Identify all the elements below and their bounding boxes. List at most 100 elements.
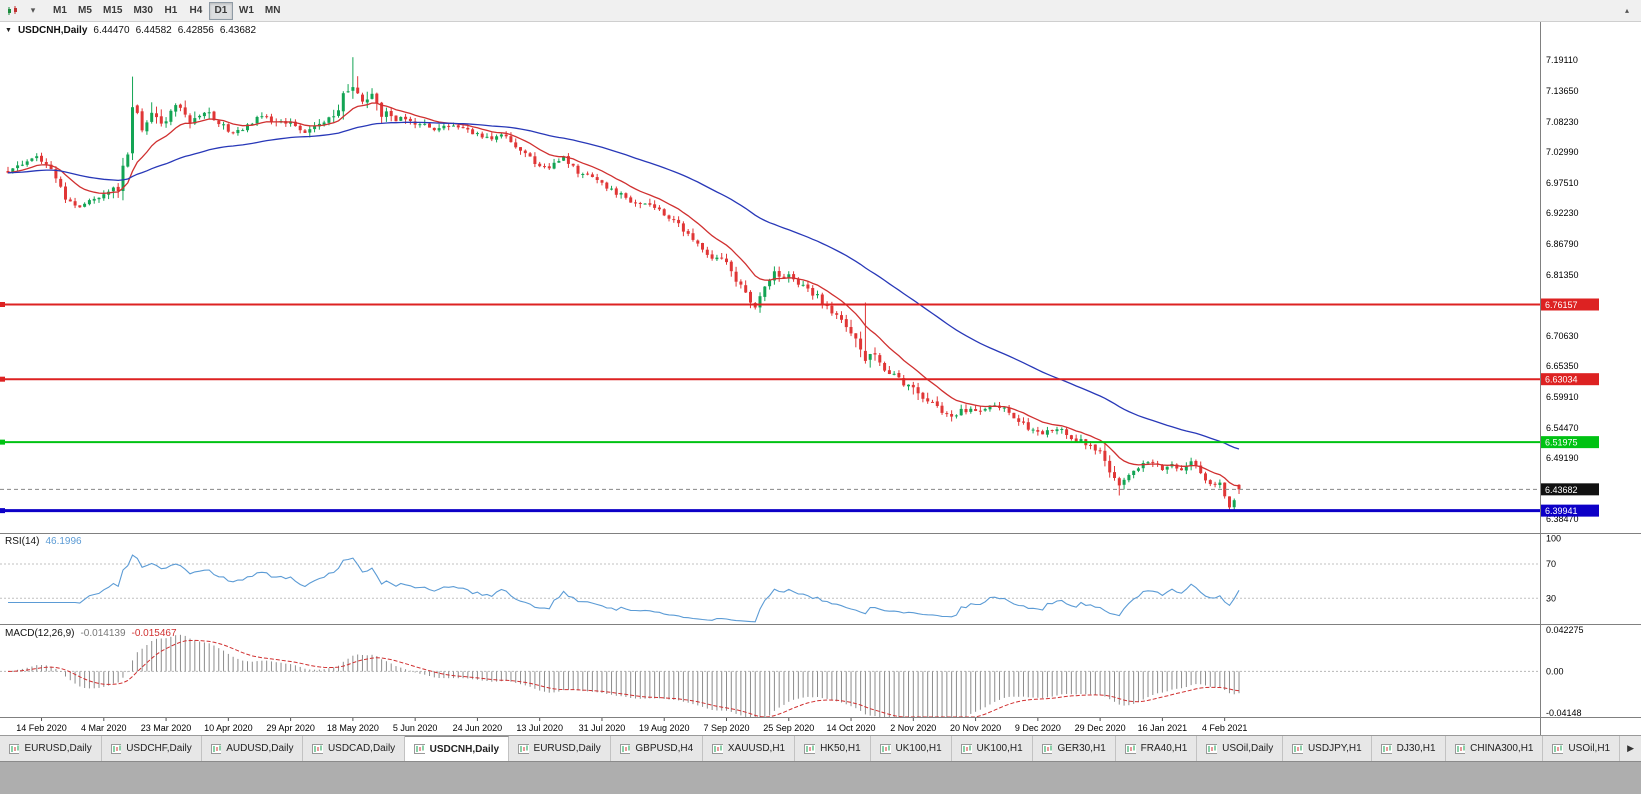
chart-tab-icon — [414, 744, 425, 754]
price-tag-6.39941: 6.39941 — [1541, 504, 1599, 517]
svg-text:100: 100 — [1546, 533, 1561, 543]
svg-text:6.65350: 6.65350 — [1546, 361, 1579, 371]
chart-tab-china300-h1[interactable]: CHINA300,H1 — [1445, 736, 1544, 761]
svg-text:29 Apr 2020: 29 Apr 2020 — [266, 723, 315, 733]
macd-main-value: -0.014139 — [80, 628, 126, 639]
chart-tab-usoil-daily[interactable]: USOil,Daily — [1197, 736, 1284, 761]
timeframe-button-m15[interactable]: M15 — [103, 5, 123, 16]
macd-title: MACD(12,26,9) — [5, 628, 75, 639]
chart-tab-usdjpy-h1[interactable]: USDJPY,H1 — [1283, 736, 1372, 761]
chart-symbol-label: USDCNH,Daily — [17, 25, 88, 36]
chart-tab-usdcad-daily[interactable]: USDCAD,Daily — [303, 736, 406, 761]
svg-text:9 Dec 2020: 9 Dec 2020 — [1015, 723, 1061, 733]
svg-text:16 Jan 2021: 16 Jan 2021 — [1138, 723, 1188, 733]
chart-tab-label: CHINA300,H1 — [1470, 743, 1534, 754]
svg-text:25 Sep 2020: 25 Sep 2020 — [763, 723, 814, 733]
timeframe-button-m30[interactable]: M30 — [133, 5, 153, 16]
chart-tab-usdchf-daily[interactable]: USDCHF,Daily — [101, 736, 202, 761]
timeframe-button-w1[interactable]: W1 — [238, 5, 254, 16]
chart-tab-icon — [110, 743, 122, 754]
rsi-title: RSI(14) — [5, 536, 40, 547]
chart-tab-label: USDCNH,Daily — [429, 743, 500, 755]
tab-scroll-right-icon[interactable]: ▶ — [1627, 743, 1635, 753]
chart-type-dropdown-icon[interactable]: ▾ — [30, 5, 36, 15]
svg-text:7.08230: 7.08230 — [1546, 117, 1579, 127]
chart-tab-label: DJ30,H1 — [1396, 743, 1436, 754]
price-tag-6.51975: 6.51975 — [1541, 436, 1599, 449]
chart-tab-icon — [960, 743, 972, 754]
price-tag-6.63034: 6.63034 — [1541, 373, 1599, 386]
chart-tab-icon — [1380, 743, 1392, 754]
macd-indicator-label: MACD(12,26,9) -0.014139 -0.015467 — [5, 628, 177, 639]
candles — [6, 57, 1241, 511]
svg-text:-0.04148: -0.04148 — [1546, 708, 1582, 718]
chart-tab-icon — [1206, 743, 1218, 754]
chart-tab-icon — [210, 743, 222, 754]
chart-type-icon[interactable] — [4, 3, 22, 19]
symbol-collapse-icon[interactable]: ▼ — [5, 27, 12, 34]
line-anchor-handle[interactable] — [0, 376, 5, 382]
chart-tab-icon — [879, 743, 891, 754]
svg-text:6.86790: 6.86790 — [1546, 239, 1579, 249]
toolbar-collapse-icon[interactable]: ▴ — [1624, 6, 1629, 15]
svg-text:70: 70 — [1546, 559, 1556, 569]
ohlc-open: 6.44470 — [93, 25, 130, 36]
timeframe-button-m1[interactable]: M1 — [53, 5, 67, 16]
line-anchor-handle[interactable] — [0, 508, 5, 514]
svg-text:6.81350: 6.81350 — [1546, 270, 1579, 280]
svg-text:6.59910: 6.59910 — [1546, 392, 1579, 402]
chart-tab-usoil-h1[interactable]: USOil,H1 — [1543, 736, 1621, 761]
ohlc-close: 6.43682 — [219, 25, 257, 36]
chart-tab-dj30-h1[interactable]: DJ30,H1 — [1371, 736, 1446, 761]
svg-text:6.92230: 6.92230 — [1546, 208, 1579, 218]
current-price-tag: 6.43682 — [1541, 483, 1599, 496]
chart-tab-fra40-h1[interactable]: FRA40,H1 — [1115, 736, 1198, 761]
chart-tab-label: GBPUSD,H4 — [635, 743, 694, 754]
chart-tab-gbpusd-h4[interactable]: GBPUSD,H4 — [610, 736, 704, 761]
svg-text:6.54470: 6.54470 — [1546, 423, 1579, 433]
chart-tab-uk100-h1[interactable]: UK100,H1 — [870, 736, 952, 761]
chart-tab-icon — [9, 743, 20, 754]
chart-tab-usdcnh-daily[interactable]: USDCNH,Daily — [405, 736, 510, 761]
timeframe-button-h4[interactable]: H4 — [189, 5, 203, 16]
line-anchor-handle[interactable] — [0, 301, 5, 307]
chart-tab-audusd-daily[interactable]: AUDUSD,Daily — [201, 736, 304, 761]
chart-tab-label: USOil,Daily — [1222, 743, 1274, 754]
chart-tab-icon — [1454, 743, 1466, 754]
timeframe-button-m5[interactable]: M5 — [78, 5, 92, 16]
chart-tab-icon — [619, 743, 631, 754]
chart-tab-eurusd-daily[interactable]: EURUSD,Daily — [0, 736, 102, 761]
price-chart-canvas[interactable]: 7.19110 7.13650 7.08230 7.02990 6.97510 6.922… — [0, 22, 1641, 735]
chart-tab-eurusd-daily[interactable]: EURUSD,Daily — [509, 736, 611, 761]
svg-text:6.39941: 6.39941 — [1545, 506, 1578, 516]
timeframe-button-h1[interactable]: H1 — [164, 5, 178, 16]
chart-tab-label: FRA40,H1 — [1140, 743, 1188, 754]
line-anchor-handle[interactable] — [0, 439, 5, 445]
timeframe-button-d1[interactable]: D1 — [208, 1, 233, 20]
svg-text:6.76157: 6.76157 — [1545, 300, 1578, 310]
chart-tab-hk50-h1[interactable]: HK50,H1 — [795, 736, 871, 761]
svg-text:31 Jul 2020: 31 Jul 2020 — [579, 723, 626, 733]
rsi-line — [8, 554, 1240, 623]
chart-tab-icon — [1292, 743, 1303, 754]
svg-text:0.00: 0.00 — [1546, 666, 1564, 676]
svg-text:19 Aug 2020: 19 Aug 2020 — [639, 723, 690, 733]
svg-text:7.02990: 7.02990 — [1546, 147, 1579, 157]
svg-text:18 May 2020: 18 May 2020 — [327, 723, 379, 733]
svg-text:29 Dec 2020: 29 Dec 2020 — [1075, 723, 1126, 733]
chart-tab-ger30-h1[interactable]: GER30,H1 — [1032, 736, 1116, 761]
macd-signal-line — [7, 639, 1240, 718]
chart-tab-bar: EURUSD,Daily USDCHF,Daily AUDUSD,Daily USDC… — [0, 735, 1641, 761]
timeframe-button-mn[interactable]: MN — [264, 5, 281, 16]
svg-text:6.97510: 6.97510 — [1546, 178, 1579, 188]
chart-tab-icon — [1041, 743, 1053, 754]
chart-ohlc-header: ▼ USDCNH,Daily 6.44470 6.44582 6.42856 6… — [5, 25, 256, 36]
chart-tab-label: HK50,H1 — [820, 743, 861, 754]
svg-text:4 Mar 2020: 4 Mar 2020 — [81, 723, 127, 733]
macd-axis: 0.042275 0.00 -0.04148 — [1546, 625, 1584, 718]
chart-tab-xauusd-h1[interactable]: XAUUSD,H1 — [703, 736, 796, 761]
chart-tab-label: USDCHF,Daily — [126, 743, 192, 754]
chart-window[interactable]: 7.19110 7.13650 7.08230 7.02990 6.97510 6.922… — [0, 22, 1641, 735]
chart-tab-uk100-h1[interactable]: UK100,H1 — [951, 736, 1033, 761]
